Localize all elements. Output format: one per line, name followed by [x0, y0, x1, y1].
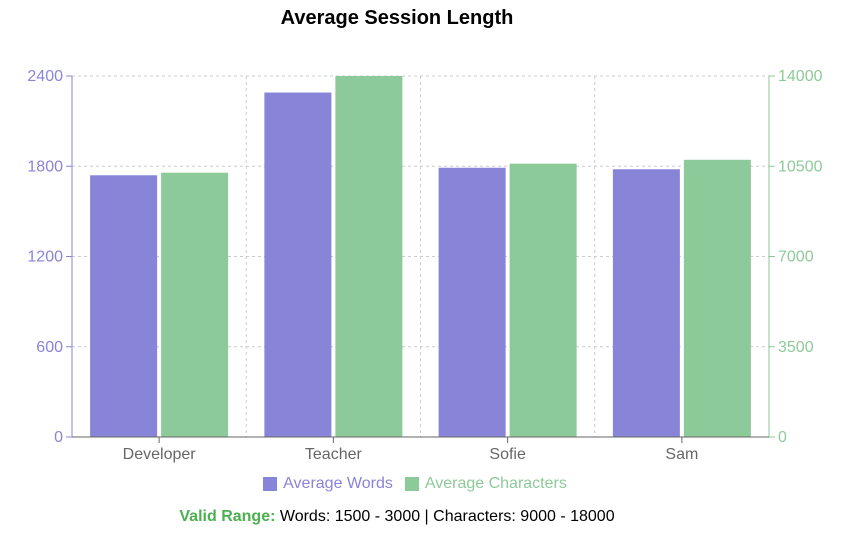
right-axis-tick-label: 0 — [778, 429, 787, 446]
x-axis-tick-label: Sam — [665, 446, 698, 463]
bar-words-teacher — [264, 92, 332, 437]
bar-characters-developer — [161, 172, 229, 438]
left-axis-tick-label: 1200 — [27, 249, 63, 266]
x-axis-tick-label: Developer — [123, 446, 197, 463]
chart-title: Average Session Length — [280, 7, 514, 29]
chart-plot: 0 600 1200 1800 2400 0 3500 7000 10500 14000 Devel… — [27, 68, 823, 463]
valid-range-label: Valid Range: — [179, 508, 276, 525]
legend-item-characters[interactable]: Average Characters — [404, 475, 567, 493]
x-axis-tick-label: Sofie — [489, 446, 526, 463]
valid-range-note: Valid Range: Words: 1500 - 3000 | Charac… — [0, 508, 794, 526]
bar-characters-teacher — [335, 76, 403, 437]
bar-words-sofie — [438, 167, 506, 438]
bar-words-developer — [90, 175, 158, 437]
legend-swatch-characters — [404, 477, 419, 491]
left-axis-tick-label: 2400 — [27, 68, 63, 85]
legend-label-words: Average Words — [283, 475, 393, 492]
left-axis-tick-label: 1800 — [27, 158, 63, 175]
left-axis-tick-label: 600 — [36, 339, 63, 356]
right-axis-tick-label: 10500 — [778, 158, 823, 175]
bar-characters-sofie — [509, 163, 577, 437]
x-axis-tick-label: Teacher — [305, 446, 363, 463]
left-axis-tick-label: 0 — [54, 429, 63, 446]
right-axis-tick-label: 7000 — [778, 249, 814, 266]
legend-item-words[interactable]: Average Words — [263, 475, 393, 493]
right-axis-tick-label: 3500 — [778, 339, 814, 356]
right-axis-tick-label: 14000 — [778, 68, 823, 85]
valid-range-text: Words: 1500 - 3000 | Characters: 9000 - … — [279, 508, 615, 525]
bar-words-sam — [612, 169, 680, 437]
legend-swatch-words — [263, 477, 278, 491]
legend-label-characters: Average Characters — [424, 475, 567, 492]
chart-legend: Average Words Average Characters — [0, 475, 830, 493]
bar-characters-sam — [683, 159, 751, 437]
